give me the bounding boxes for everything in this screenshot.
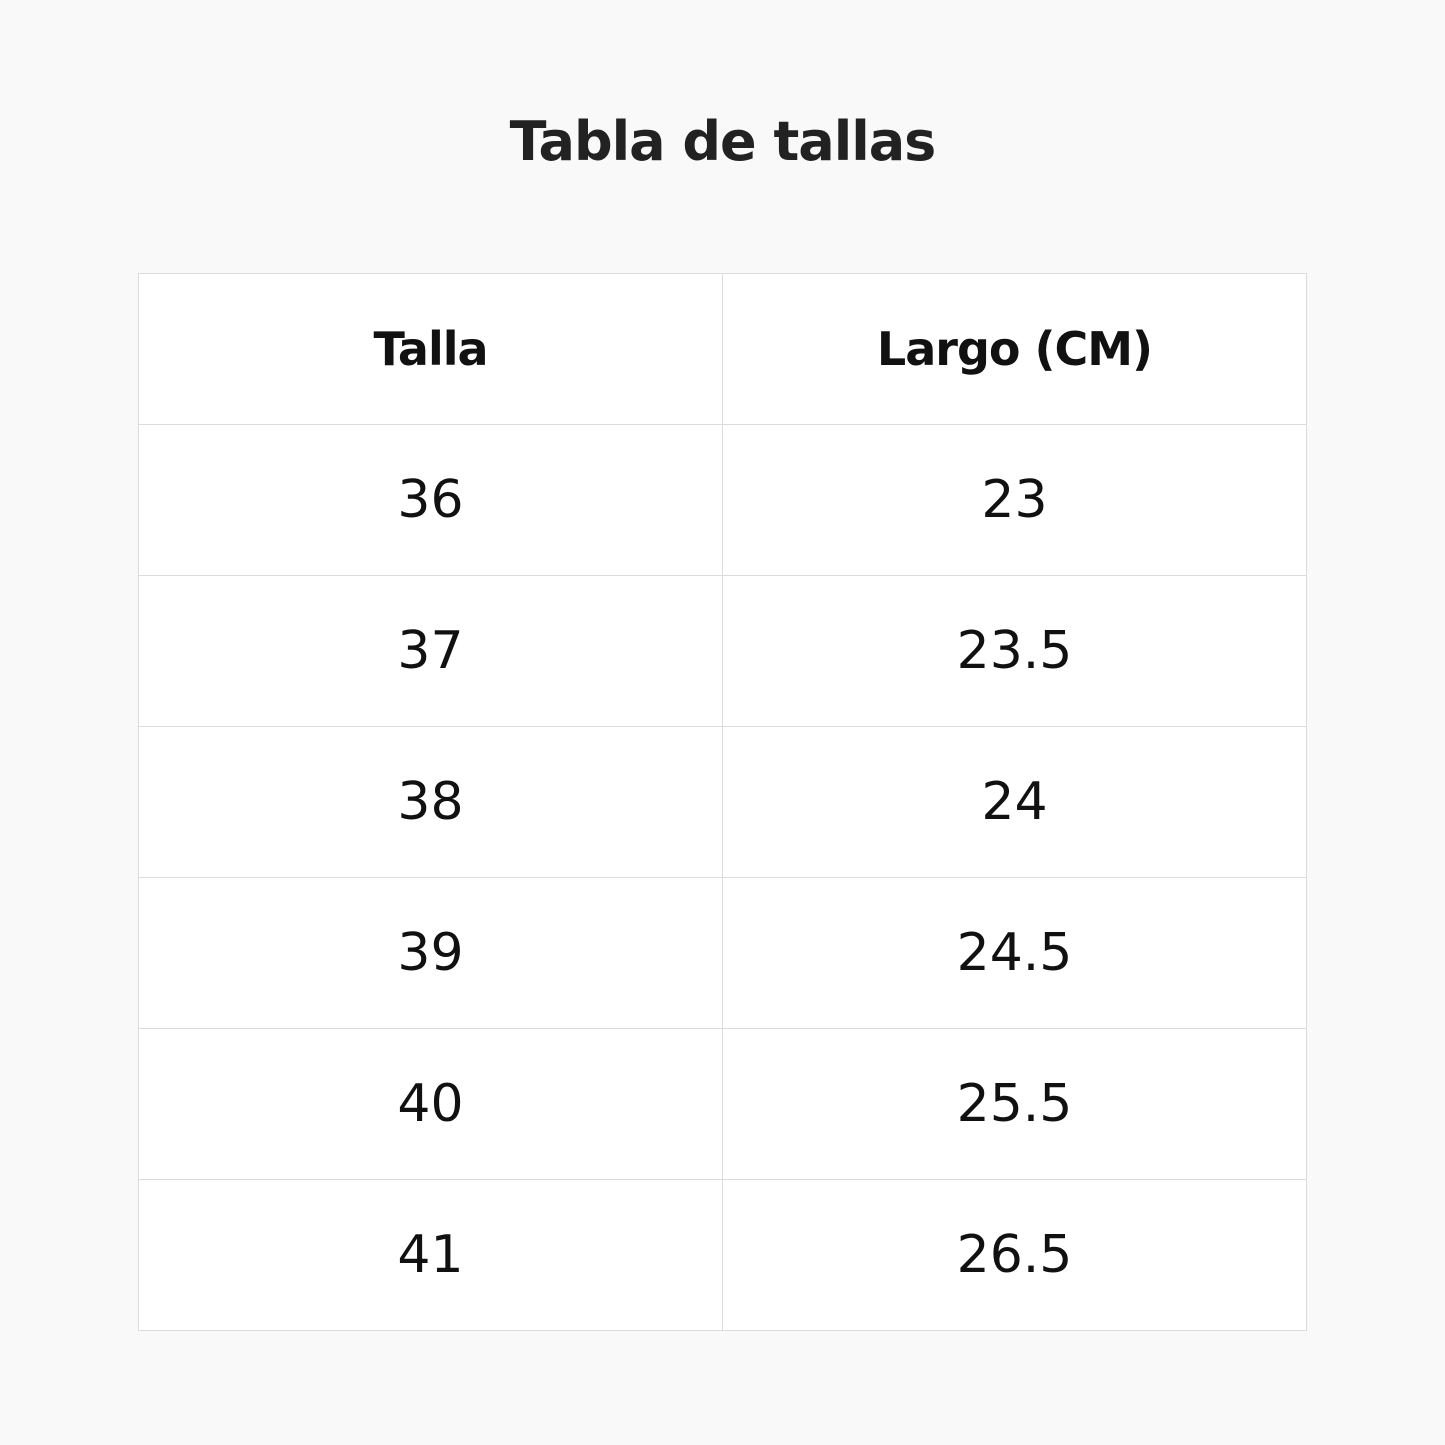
cell-talla: 37	[138, 575, 723, 727]
cell-talla: 36	[138, 424, 723, 576]
size-table: Talla Largo (CM) 36 23 37 23.5 38 24 39 24.5 40 2…	[138, 273, 1307, 1331]
cell-largo: 23	[722, 424, 1307, 576]
header-talla: Talla	[138, 273, 723, 425]
table-row: 41 26.5	[138, 1179, 1307, 1331]
header-largo: Largo (CM)	[722, 273, 1307, 425]
cell-largo: 25.5	[722, 1028, 1307, 1180]
cell-largo: 24	[722, 726, 1307, 878]
table-row: 39 24.5	[138, 877, 1307, 1029]
cell-talla: 38	[138, 726, 723, 878]
cell-talla: 41	[138, 1179, 723, 1331]
cell-talla: 39	[138, 877, 723, 1029]
table-row: 36 23	[138, 424, 1307, 576]
table-row: 40 25.5	[138, 1028, 1307, 1180]
cell-largo: 24.5	[722, 877, 1307, 1029]
cell-largo: 23.5	[722, 575, 1307, 727]
page-title: Tabla de tallas	[509, 110, 937, 173]
cell-largo: 26.5	[722, 1179, 1307, 1331]
table-header-row: Talla Largo (CM)	[138, 273, 1307, 425]
table-row: 38 24	[138, 726, 1307, 878]
cell-talla: 40	[138, 1028, 723, 1180]
table-row: 37 23.5	[138, 575, 1307, 727]
